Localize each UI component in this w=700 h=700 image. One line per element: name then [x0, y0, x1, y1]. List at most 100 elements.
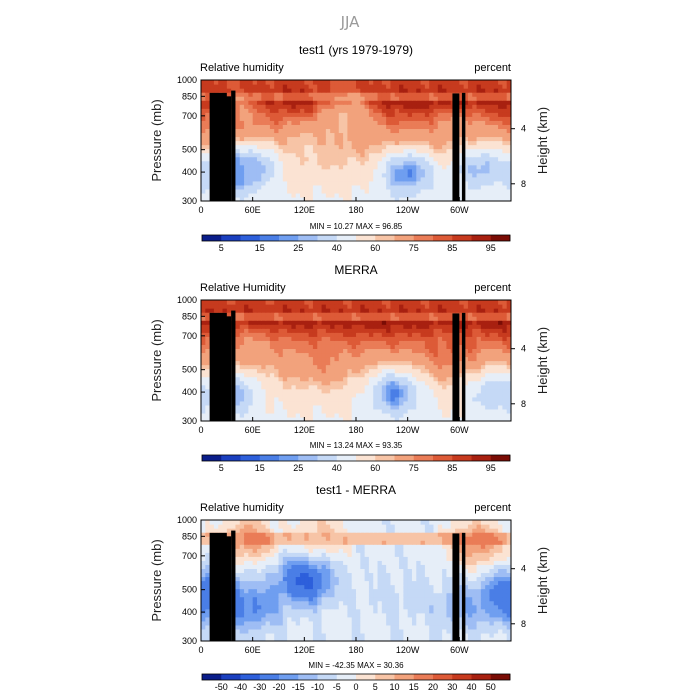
contour-cell	[356, 384, 361, 390]
contour-cell	[308, 316, 314, 321]
contour-cell	[399, 348, 404, 354]
contour-cell	[420, 184, 426, 190]
contour-cell	[334, 380, 340, 386]
contour-cell	[420, 396, 426, 402]
contour-cell	[416, 352, 422, 358]
colorbar-swatch	[298, 455, 318, 461]
contour-cell	[472, 376, 478, 382]
contour-cell	[467, 172, 473, 178]
contour-cell	[321, 188, 327, 194]
contour-cell	[334, 392, 340, 398]
contour-cell	[467, 108, 473, 113]
contour-cell	[360, 616, 366, 622]
contour-cell	[416, 376, 422, 382]
contour-cell	[235, 324, 241, 329]
contour-cell	[506, 188, 511, 194]
contour-cell	[368, 616, 374, 622]
contour-cell	[261, 152, 267, 158]
contour-cell	[356, 144, 361, 150]
pressure-tick-label: 500	[182, 145, 197, 155]
contour-cell	[269, 380, 275, 386]
contour-cell	[420, 404, 426, 410]
contour-cell	[248, 112, 254, 117]
contour-cell	[338, 120, 344, 125]
contour-cell	[351, 124, 357, 129]
contour-cell	[244, 104, 249, 109]
contour-cell	[485, 316, 491, 321]
contour-cell	[472, 380, 478, 386]
contour-cell	[467, 308, 473, 313]
contour-cell	[390, 336, 396, 341]
contour-cell	[416, 328, 422, 333]
contour-cell	[274, 196, 280, 201]
contour-cell	[282, 84, 288, 89]
contour-cell	[502, 404, 508, 410]
contour-cell	[239, 360, 245, 366]
contour-cell	[476, 396, 482, 402]
contour-cell	[248, 104, 254, 109]
colorbar-swatch	[202, 455, 222, 461]
topography-block	[222, 96, 232, 201]
contour-cell	[442, 168, 448, 174]
contour-cell	[291, 124, 297, 129]
contour-cell	[485, 340, 491, 345]
contour-cell	[256, 396, 262, 402]
contour-cell	[403, 628, 409, 634]
contour-cell	[252, 608, 258, 614]
contour-cell	[248, 332, 254, 337]
contour-cell	[394, 88, 400, 93]
contour-cell	[424, 316, 430, 321]
contour-cell	[390, 320, 396, 325]
contour-cell	[502, 104, 508, 109]
contour-cell	[274, 620, 280, 626]
contour-cell	[403, 336, 409, 341]
contour-cell	[429, 308, 435, 313]
contour-cell	[351, 332, 357, 337]
contour-cell	[248, 156, 254, 162]
contour-cell	[502, 624, 508, 630]
contour-cell	[295, 340, 301, 345]
contour-cell	[356, 140, 361, 146]
contour-cell	[235, 100, 241, 105]
contour-cell	[433, 340, 439, 345]
contour-cell	[493, 92, 499, 97]
contour-cell	[304, 360, 310, 366]
panel-units-label: percent	[474, 282, 511, 294]
contour-cell	[347, 628, 353, 634]
contour-cell	[472, 148, 478, 154]
contour-cell	[411, 188, 417, 194]
contour-cell	[429, 620, 435, 626]
contour-cell	[472, 632, 478, 638]
contour-cell	[265, 104, 271, 109]
contour-cell	[347, 312, 353, 317]
contour-cell	[463, 352, 469, 358]
contour-cell	[437, 152, 443, 158]
contour-cell	[334, 156, 340, 162]
contour-cell	[317, 160, 323, 166]
panel-left-label: Relative Humidity	[200, 282, 286, 294]
contour-cell	[304, 100, 310, 105]
contour-cell	[502, 632, 508, 638]
contour-cell	[356, 152, 361, 158]
contour-cell	[248, 612, 254, 618]
contour-cell	[502, 180, 508, 186]
contour-cell	[485, 392, 491, 398]
contour-cell	[433, 184, 439, 190]
contour-cell	[312, 116, 318, 121]
contour-cell	[295, 352, 301, 358]
contour-cell	[411, 184, 417, 190]
contour-cell	[390, 164, 396, 170]
contour-cell	[205, 396, 211, 402]
contour-cell	[287, 80, 293, 85]
contour-cell	[424, 328, 430, 333]
contour-cell	[330, 388, 336, 394]
contour-cell	[502, 312, 508, 317]
contour-cell	[347, 92, 353, 97]
contour-cell	[351, 412, 357, 418]
contour-cell	[416, 96, 422, 101]
contour-cell	[321, 116, 327, 121]
contour-cell	[282, 188, 288, 194]
contour-cell	[433, 88, 439, 93]
contour-cell	[360, 180, 366, 186]
contour-cell	[201, 100, 206, 105]
